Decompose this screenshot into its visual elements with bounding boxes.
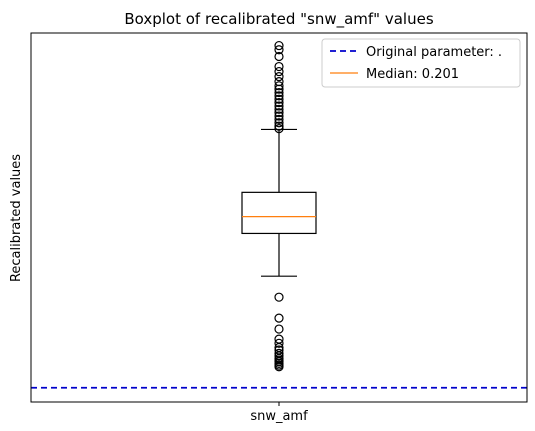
outlier-point (274, 114, 284, 124)
outlier-point (274, 104, 284, 114)
outlier-point (274, 91, 284, 101)
outlier-point (274, 98, 284, 108)
outlier-point (274, 124, 284, 134)
outlier-point (274, 87, 284, 98)
outlier-point (274, 40, 284, 51)
outlier-point (274, 111, 284, 121)
legend-label-original-parameter: Original parameter: . (366, 45, 502, 60)
legend: Original parameter: . Median: 0.201 (321, 38, 521, 88)
outlier-point (274, 121, 284, 131)
outlier-point (274, 292, 284, 302)
x-tick-layer: snw_amf (250, 402, 308, 424)
legend-box (321, 38, 521, 88)
plot-layer (31, 40, 527, 389)
x-tick-label: snw_amf (250, 409, 308, 424)
outlier-point (274, 362, 284, 372)
outlier-point (274, 338, 284, 348)
outlier-point (274, 313, 284, 323)
outlier-point (274, 61, 284, 72)
legend-label-median: Median: 0.201 (366, 67, 459, 82)
outlier-point (274, 77, 284, 87)
chart-title: Boxplot of recalibrated "snw_amf" values (124, 10, 433, 29)
outlier-point (274, 94, 284, 104)
outlier-point (274, 101, 284, 111)
outlier-point (274, 45, 284, 55)
outlier-point (274, 81, 284, 91)
outlier-point (274, 118, 284, 128)
outlier-point (274, 72, 284, 82)
y-axis-label: Recalibrated values (9, 154, 24, 282)
outlier-point (274, 324, 284, 334)
box-iqr (241, 191, 317, 235)
outlier-point (274, 66, 284, 77)
outlier-point (274, 108, 284, 118)
outlier-point (274, 51, 284, 62)
